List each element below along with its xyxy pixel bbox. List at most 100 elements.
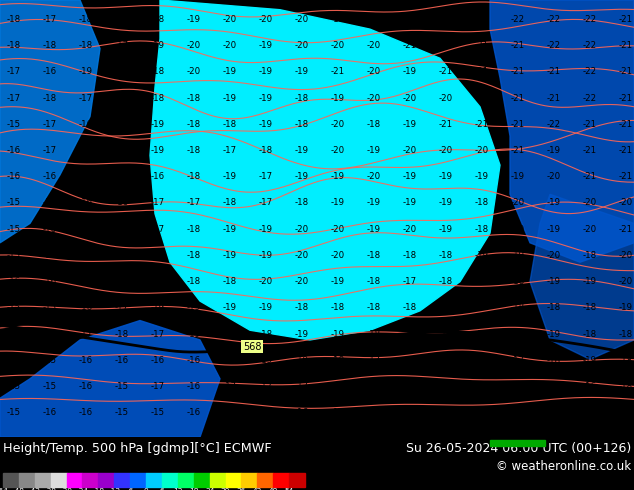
Text: -21: -21: [619, 146, 633, 155]
Text: -20: -20: [367, 94, 381, 102]
Bar: [226, 473, 242, 487]
Text: -19: -19: [403, 120, 417, 129]
Text: -19: -19: [547, 225, 561, 234]
Text: -20: -20: [403, 94, 417, 102]
Bar: [273, 473, 289, 487]
Text: -17: -17: [223, 146, 237, 155]
Text: -19: -19: [259, 303, 273, 313]
Text: -20: -20: [439, 94, 453, 102]
Text: -18: -18: [547, 303, 561, 313]
Text: -24: -24: [77, 488, 89, 490]
Text: -17: -17: [43, 146, 57, 155]
Text: -18: -18: [619, 330, 633, 339]
Text: -20: -20: [439, 15, 453, 24]
Text: -16: -16: [79, 408, 93, 417]
Text: -19: -19: [367, 225, 381, 234]
Text: -21: -21: [619, 94, 633, 102]
Text: -17: -17: [79, 277, 93, 286]
Text: -18: -18: [223, 120, 237, 129]
Text: -18: -18: [403, 303, 417, 313]
Bar: [146, 473, 162, 487]
Text: -21: -21: [619, 225, 633, 234]
Text: -16: -16: [43, 225, 57, 234]
Bar: [130, 473, 146, 487]
Text: -18: -18: [619, 356, 633, 365]
Text: -17: -17: [79, 94, 93, 102]
Text: -18: -18: [43, 94, 57, 102]
Text: -18: -18: [475, 225, 489, 234]
Text: -17: -17: [259, 382, 273, 391]
Text: -19: -19: [511, 172, 525, 181]
Polygon shape: [0, 0, 100, 243]
Text: -22: -22: [547, 41, 561, 50]
Text: -20: -20: [547, 172, 561, 181]
Text: -18: -18: [151, 277, 165, 286]
Text: -18: -18: [295, 94, 309, 102]
Text: -17: -17: [115, 303, 129, 313]
Text: -18: -18: [511, 330, 525, 339]
Text: -22: -22: [547, 15, 561, 24]
Text: -16: -16: [43, 198, 57, 207]
Text: -16: -16: [43, 68, 57, 76]
Text: -18: -18: [115, 68, 129, 76]
Text: -20: -20: [331, 251, 345, 260]
Text: -18: -18: [151, 15, 165, 24]
Text: 568: 568: [243, 342, 261, 352]
Text: -18: -18: [439, 251, 453, 260]
Text: -20: -20: [367, 68, 381, 76]
Text: -22: -22: [583, 15, 597, 24]
Text: -19: -19: [475, 251, 489, 260]
Text: -21: -21: [583, 172, 597, 181]
Text: -22: -22: [583, 41, 597, 50]
Bar: [289, 473, 305, 487]
Text: -17: -17: [115, 277, 129, 286]
Text: -19: -19: [223, 251, 237, 260]
Text: -19: -19: [439, 172, 453, 181]
Text: -18: -18: [223, 277, 237, 286]
Text: -19: -19: [223, 303, 237, 313]
Text: -17: -17: [115, 120, 129, 129]
Text: -18: -18: [151, 68, 165, 76]
Text: -18: -18: [367, 251, 381, 260]
Text: -21: -21: [475, 41, 489, 50]
Text: -16: -16: [259, 408, 273, 417]
Text: 48: 48: [269, 488, 278, 490]
Text: -17: -17: [43, 120, 57, 129]
Polygon shape: [530, 194, 634, 359]
Text: -16: -16: [295, 408, 309, 417]
Text: -19: -19: [295, 356, 309, 365]
Text: -19: -19: [259, 225, 273, 234]
Text: -15: -15: [43, 356, 57, 365]
Text: -18: -18: [403, 382, 417, 391]
Text: -19: -19: [583, 356, 597, 365]
Text: -20: -20: [583, 225, 597, 234]
Text: -17: -17: [151, 198, 165, 207]
Text: -19: -19: [223, 172, 237, 181]
Text: -19: -19: [187, 303, 201, 313]
Text: -18: -18: [187, 277, 201, 286]
Text: -20: -20: [403, 146, 417, 155]
Text: -22: -22: [511, 15, 525, 24]
Text: -18: -18: [403, 251, 417, 260]
Text: -18: -18: [475, 303, 489, 313]
Text: -21: -21: [475, 68, 489, 76]
Text: -19: -19: [295, 68, 309, 76]
Text: -18: -18: [439, 330, 453, 339]
Text: -18: -18: [475, 382, 489, 391]
Text: -18: -18: [93, 488, 105, 490]
Text: -18: -18: [331, 303, 345, 313]
Text: -20: -20: [331, 146, 345, 155]
Text: -21: -21: [439, 41, 453, 50]
Text: -15: -15: [403, 408, 417, 417]
Text: -17: -17: [295, 382, 309, 391]
Text: -17: -17: [151, 330, 165, 339]
Text: -15: -15: [115, 408, 129, 417]
Text: -15: -15: [7, 382, 21, 391]
Text: -18: -18: [187, 120, 201, 129]
Text: -6: -6: [127, 488, 134, 490]
Text: -12: -12: [108, 488, 120, 490]
Text: -20: -20: [295, 277, 309, 286]
Text: -16: -16: [187, 408, 201, 417]
Bar: [35, 473, 51, 487]
Text: -18: -18: [259, 330, 273, 339]
